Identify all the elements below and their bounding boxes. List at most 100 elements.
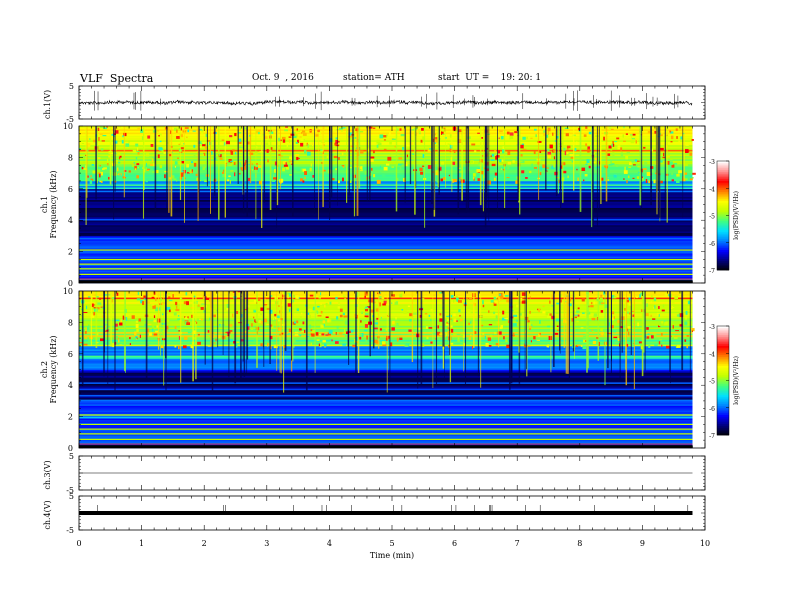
spec1-heatmap-cell [603,136,605,141]
spec1-heatmap-cell [521,143,525,146]
spec1-heatmap-cell [342,164,345,168]
spec1-heatmap-cell [491,163,496,167]
spec1-heatmap-cell [487,180,491,185]
spec2-heatmap-cell [79,314,83,317]
x-tick-label: 3 [264,539,269,548]
spec1-heatmap-cell [301,130,306,133]
spec1-heatmap-cell [643,146,646,149]
spec2-heatmap-cell [90,314,95,318]
spec2-heatmap-cell [338,332,343,335]
spec1-heatmap-row [79,254,693,257]
spec2-heatmap-cell [364,329,368,332]
spec2-heatmap-cell [178,328,180,332]
spec1-heatmap-cell [530,137,533,139]
spec2-ytick-label: 2 [68,413,73,422]
spec2-heatmap-cell [439,333,443,335]
spec1-heatmap-cell [610,160,612,165]
spec2-heatmap-cell [675,330,679,332]
spec1-heatmap-cell [383,166,388,171]
spec1-heatmap-cell [118,156,121,160]
spec1-heatmap-row [79,185,693,188]
spec1-heatmap-cell [411,141,413,145]
spec2-heatmap-cell [651,294,653,298]
spec1-heatmap-cell [441,133,445,135]
spec1-heatmap-cell [320,145,323,150]
spec1-heatmap-cell [522,136,526,140]
spec2-heatmap-cell [446,315,450,318]
spec2-heatmap-cell [548,336,553,340]
spec2-heatmap-cell [678,313,680,318]
spec2-colorbar-cell [717,389,729,392]
spec1-heatmap-row [79,272,693,274]
spec1-heatmap-cell [227,162,231,165]
spec2-heatmap-cell [361,311,363,314]
spec1-heatmap-cell [612,152,615,157]
spec2-heatmap-cell [536,339,540,341]
spec1-heatmap-cell [471,143,476,146]
spec1-heatmap-row [79,259,693,262]
spec1-heatmap-cell [450,157,452,161]
ch4-panel: 5-5ch.4(V) [43,492,706,535]
spec2-heatmap-cell [653,297,657,302]
spec1-heatmap-cell [338,180,340,184]
spec1-heatmap-cell [670,141,673,143]
spec2-heatmap-cell [267,342,269,347]
spec1-heatmap-cell [199,180,201,182]
spec1-colorbar-cell [717,164,729,167]
spec1-heatmap-cell [302,132,307,136]
spec2-heatmap-cell [650,314,652,318]
spec1-heatmap-cell [204,146,208,150]
spec2-heatmap-cell [429,319,432,322]
spec1-heatmap-cell [192,130,196,132]
spec1-heatmap-cell [180,172,184,177]
spec1-heatmap-cell [112,154,117,156]
spec2-heatmap-cell [652,333,657,337]
spec2-heatmap-cell [226,306,230,311]
spec1-heatmap-cell [569,154,574,157]
spec2-heatmap-row [79,312,693,315]
spec1-heatmap-cell [249,152,254,155]
spec2-heatmap-cell [139,292,141,296]
spec1-heatmap-cell [361,166,363,170]
spec2-heatmap-cell [652,318,656,320]
spec1-heatmap-row [79,158,693,161]
spec2-heatmap-cell [599,297,603,302]
spec1-heatmap-row [79,221,693,224]
spec1-heatmap-row [79,160,693,163]
spec1-heatmap-cell [468,164,470,167]
spec1-heatmap-cell [370,173,372,176]
spec1-heatmap-cell [304,150,307,154]
spec1-heatmap-cell [237,132,242,134]
spec2-heatmap-cell [274,313,277,317]
spec1-colorbar-cell [717,186,729,189]
spec2-heatmap-cell [296,308,299,312]
spec2-heatmap-cell [258,320,262,324]
spec2-heatmap-cell [607,332,612,335]
spec2-heatmap-cell [488,345,492,347]
spec2-heatmap-cell [79,341,83,344]
spec1-heatmap-cell [364,171,368,175]
spec2-heatmap-cell [382,341,386,345]
spec2-heatmap-cell [601,331,603,336]
spec2-heatmap-cell [516,304,519,308]
spec1-heatmap-cell [99,133,103,135]
spec2-heatmap-cell [491,339,493,342]
spec2-heatmap-cell [424,312,428,315]
spec2-heatmap-cell [104,325,107,328]
spec2-heatmap-cell [658,341,661,345]
spec1-colorbar-cell [717,233,729,236]
spec1-heatmap-cell [223,169,225,172]
spec1-heatmap-row [79,165,693,168]
spec1-heatmap-row [79,126,693,128]
spec2-heatmap-cell [129,337,131,340]
spec1-heatmap-cell [481,137,483,139]
spec1-heatmap-row [79,163,693,166]
spec1-heatmap-cell [659,147,664,151]
spec2-heatmap-cell [300,316,302,319]
spec1-heatmap-cell [396,178,399,182]
spec1-ytick-label: 0 [68,279,73,288]
spec2-heatmap-cell [488,324,493,326]
spec2-heatmap-row [79,421,693,424]
spec1-heatmap-cell [434,142,437,144]
spec1-heatmap-cell [296,168,301,172]
